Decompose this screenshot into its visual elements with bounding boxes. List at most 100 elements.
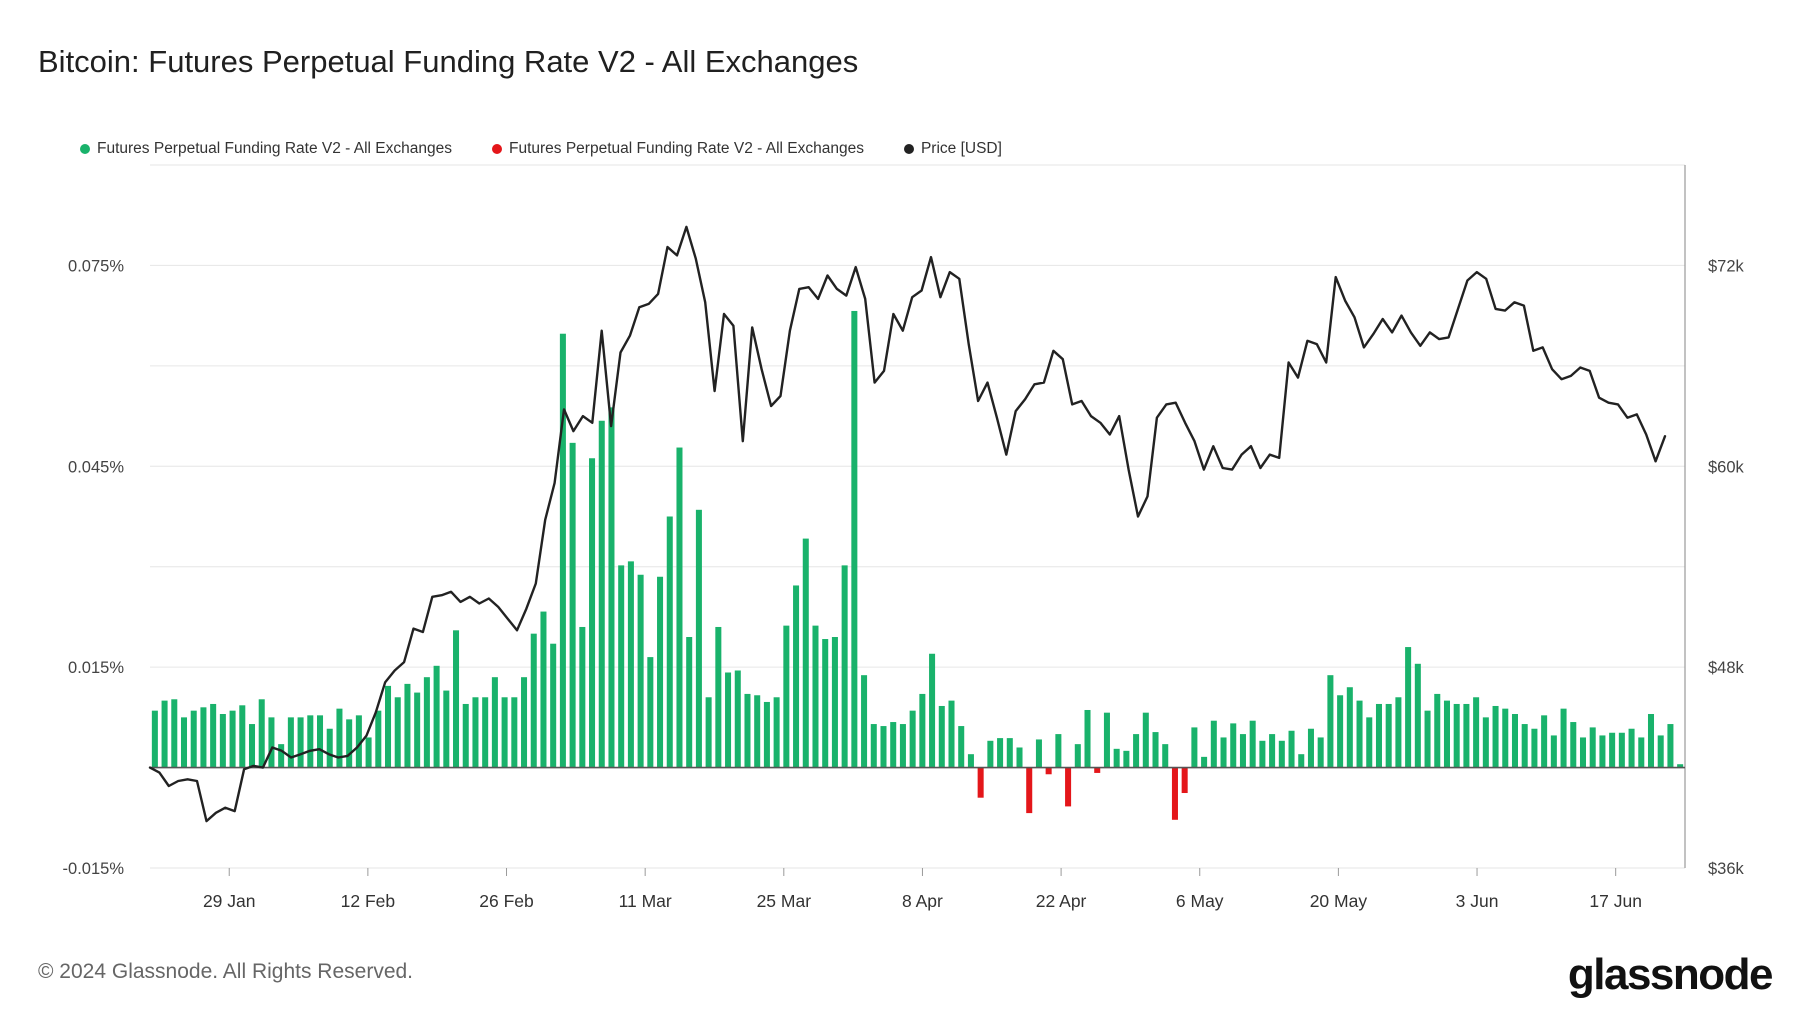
footer-copyright: © 2024 Glassnode. All Rights Reserved. [38, 960, 414, 983]
funding-bar-positive [278, 744, 285, 768]
funding-bar-positive [1337, 695, 1344, 768]
funding-bar-positive [365, 737, 372, 768]
funding-bar-positive [1249, 720, 1256, 768]
funding-bar-positive [326, 728, 333, 768]
funding-bar-positive [1550, 735, 1557, 768]
chart-title: Bitcoin: Futures Perpetual Funding Rate … [38, 44, 859, 79]
funding-bar-negative [1045, 767, 1052, 775]
funding-bar-positive [831, 637, 838, 768]
funding-bar-positive [1502, 708, 1509, 768]
funding-bar-positive [880, 726, 887, 768]
funding-bar-positive [190, 710, 197, 768]
funding-bar-positive [530, 633, 537, 768]
funding-bar-positive [1103, 712, 1110, 768]
x-tick-label: 12 Feb [341, 891, 395, 911]
x-tick-label: 11 Mar [619, 891, 672, 911]
price-line [148, 225, 1667, 823]
legend-label: Futures Perpetual Funding Rate V2 - All … [508, 140, 864, 157]
brand-logo: glassnode [1567, 950, 1774, 999]
funding-bar-positive [1628, 728, 1635, 768]
funding-bar-positive [462, 703, 469, 768]
funding-bar-positive [472, 697, 479, 768]
funding-bar-positive [822, 639, 829, 768]
y-left-tick-label: 0.075% [68, 257, 124, 275]
funding-bar-positive [987, 740, 994, 768]
funding-bar-positive [511, 697, 518, 768]
funding-bar-positive [1473, 697, 1480, 768]
funding-bar-positive [705, 697, 712, 768]
legend-item-funding-positive[interactable]: Futures Perpetual Funding Rate V2 - All … [80, 140, 452, 158]
funding-bar-positive [958, 726, 965, 768]
funding-bar-positive [909, 710, 916, 768]
funding-bar-positive [521, 677, 528, 768]
funding-bar-positive [1055, 734, 1062, 768]
funding-bar-positive [210, 703, 217, 768]
funding-bar-positive [686, 637, 693, 768]
funding-bar-positive [1385, 703, 1392, 768]
funding-bar-positive [501, 697, 508, 768]
funding-bar-negative [1171, 767, 1178, 820]
funding-bar-positive [1395, 697, 1402, 768]
funding-bar-positive [608, 407, 615, 768]
funding-bar-positive [180, 717, 188, 768]
funding-bar-positive [1570, 722, 1577, 768]
x-tick-label: 17 Jun [1589, 891, 1642, 911]
funding-bar-positive [1375, 703, 1382, 768]
funding-bar-positive [637, 574, 644, 768]
funding-bar-positive [1638, 737, 1645, 768]
y-right-tick-label: $60k [1708, 458, 1745, 476]
funding-bar-positive [355, 715, 362, 768]
funding-bar-positive [1346, 687, 1353, 768]
funding-bar-positive [414, 692, 421, 768]
funding-bar-positive [1269, 734, 1276, 768]
legend-item-price[interactable]: Price [USD] [903, 140, 1002, 158]
funding-bar-positive [589, 458, 596, 768]
funding-bar-negative [1181, 767, 1188, 794]
funding-bar-positive [1589, 727, 1596, 768]
funding-bar-positive [239, 705, 246, 768]
funding-bar-positive [841, 565, 848, 768]
funding-bar-positive [248, 724, 256, 768]
funding-bar-positive [550, 643, 557, 768]
funding-bar-positive [1657, 735, 1664, 768]
legend-dot-black-icon [903, 144, 914, 154]
funding-bar-positive [1599, 735, 1606, 768]
funding-bar-positive [375, 710, 382, 768]
funding-bar-positive [1414, 663, 1421, 768]
funding-bar-positive [812, 625, 819, 768]
funding-bar-positive [482, 697, 489, 768]
funding-bar-positive [1356, 700, 1363, 768]
x-tick-label: 8 Apr [902, 891, 943, 911]
funding-bar-positive [1201, 756, 1208, 768]
x-tick-label: 6 May [1176, 891, 1224, 911]
funding-bar-positive [1123, 750, 1130, 768]
legend-item-funding-negative[interactable]: Futures Perpetual Funding Rate V2 - All … [491, 140, 864, 158]
funding-bar-positive [200, 707, 207, 768]
y-right-tick-label: $72k [1708, 257, 1745, 275]
funding-bar-positive [802, 538, 809, 768]
funding-bar-positive [1463, 703, 1470, 768]
funding-bar-positive [1113, 748, 1120, 768]
funding-bar-positive [1366, 717, 1373, 768]
x-tick-label: 22 Apr [1036, 891, 1087, 911]
funding-bar-positive [647, 657, 654, 768]
funding-bar-positive [1327, 675, 1334, 768]
funding-bar-positive [899, 724, 906, 768]
funding-bar-positive [559, 333, 566, 768]
funding-bar-positive [666, 516, 673, 768]
funding-bar-positive [1521, 724, 1528, 768]
funding-bar-positive [1511, 714, 1518, 768]
funding-bar-positive [453, 630, 460, 768]
funding-bar-positive [725, 672, 732, 768]
funding-bar-positive [540, 611, 547, 768]
funding-bar-positive [1142, 712, 1149, 768]
funding-bar-positive [793, 585, 800, 768]
funding-bar-positive [734, 670, 741, 768]
funding-bar-positive [1230, 723, 1237, 768]
funding-bar-positive [1298, 754, 1305, 768]
funding-bar-positive [569, 442, 576, 768]
funding-bar-positive [258, 699, 265, 768]
legend: Futures Perpetual Funding Rate V2 - All … [80, 140, 1002, 158]
legend-label: Futures Perpetual Funding Rate V2 - All … [97, 140, 452, 157]
